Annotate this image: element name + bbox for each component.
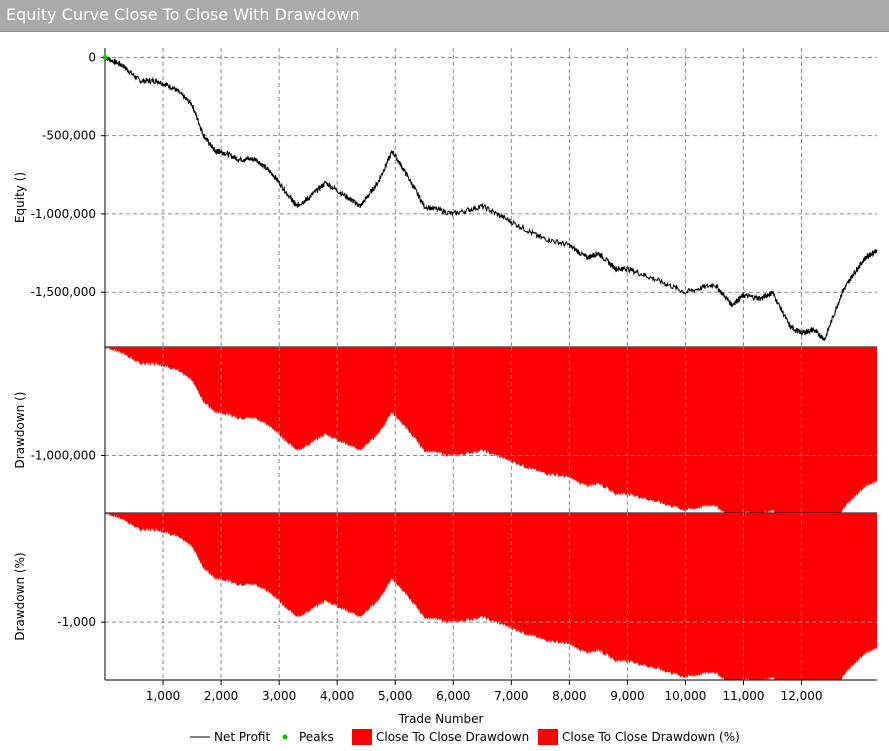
x-tick-label: 7,000 — [494, 689, 528, 703]
drawdown-area — [105, 513, 877, 680]
legend-label: Close To Close Drawdown (%) — [562, 730, 740, 744]
x-tick-label: 3,000 — [262, 689, 296, 703]
window-title: Equity Curve Close To Close With Drawdow… — [6, 5, 360, 24]
title-bar: Equity Curve Close To Close With Drawdow… — [0, 0, 889, 32]
x-tick-label: 4,000 — [320, 689, 354, 703]
legend-box-swatch — [538, 729, 558, 745]
y-axis-label: Drawdown () — [13, 392, 27, 469]
net-profit-line — [104, 56, 878, 342]
x-tick-label: 10,000 — [664, 689, 706, 703]
x-tick-label: 2,000 — [204, 689, 238, 703]
y-tick-label: -1,000,000 — [31, 448, 96, 462]
x-tick-label: 5,000 — [378, 689, 412, 703]
y-axis-label: Equity () — [13, 172, 27, 223]
x-tick-label: 12,000 — [781, 689, 823, 703]
y-tick-label: -1,000,000 — [31, 207, 96, 221]
legend-label: Close To Close Drawdown — [376, 730, 529, 744]
y-axis-label: Drawdown (%) — [13, 552, 27, 640]
legend-label: Peaks — [299, 730, 334, 744]
y-tick-label: 0 — [88, 50, 96, 64]
drawdown-pct-panel: -1,000 Drawdown (%) — [13, 513, 877, 681]
legend-box-swatch — [352, 729, 372, 745]
legend-label: Net Profit — [214, 730, 270, 744]
drawdown-panel: -1,000,000 Drawdown () — [13, 347, 877, 514]
equity-panel: 0 -500,000 -1,000,000 -1,500,000 Equity () — [13, 48, 878, 348]
x-tick-label: 6,000 — [436, 689, 470, 703]
peak-point — [102, 54, 108, 60]
x-tick-label: 9,000 — [610, 689, 644, 703]
legend-dot-swatch — [282, 734, 288, 740]
x-tick-label: 8,000 — [552, 689, 586, 703]
x-axis: 1,000 2,000 3,000 4,000 5,000 6,000 7,000 8,000… — [146, 680, 823, 726]
drawdown-area — [105, 347, 877, 513]
x-tick-label: 11,000 — [722, 689, 764, 703]
legend: Net Profit Peaks Close To Close Drawdown Cl… — [190, 729, 740, 745]
y-tick-label: -500,000 — [42, 129, 96, 143]
x-tick-label: 1,000 — [146, 689, 180, 703]
x-axis-label: Trade Number — [398, 712, 484, 726]
y-tick-label: -1,500,000 — [31, 285, 96, 299]
y-tick-label: -1,000 — [57, 615, 96, 629]
